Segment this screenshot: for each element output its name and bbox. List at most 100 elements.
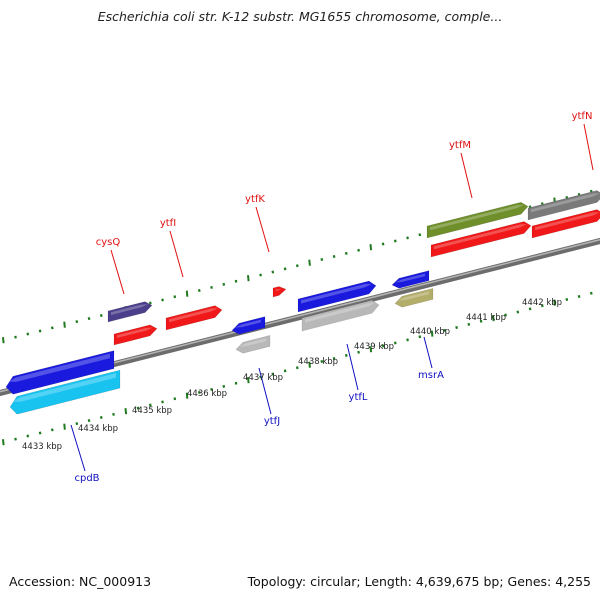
minor-tick: [271, 372, 275, 376]
minor-tick: [14, 335, 17, 339]
gene-feature-cysQ[interactable]: [107, 301, 153, 323]
minor-tick: [418, 233, 422, 237]
gene-feature-msrA[interactable]: [391, 270, 430, 289]
minor-tick: [320, 258, 324, 262]
gene-feature-highlight: [531, 193, 600, 213]
minor-tick: [516, 310, 520, 314]
gene-features[interactable]: [5, 190, 600, 415]
major-tick: [63, 321, 66, 328]
gene-label-ytfI[interactable]: ytfI: [160, 218, 176, 229]
gene-feature-highlight: [169, 308, 218, 323]
label-connector: [70, 424, 86, 472]
gene-label-ytfL[interactable]: ytfL: [349, 392, 368, 403]
minor-tick: [50, 326, 54, 330]
minor-tick: [479, 319, 483, 323]
gene-feature-ytfJ-product[interactable]: [235, 335, 271, 354]
minor-tick: [406, 236, 409, 240]
minor-tick: [295, 264, 299, 268]
minor-tick: [210, 387, 213, 391]
gene-feature-cpdB[interactable]: [5, 350, 115, 395]
major-tick: [430, 330, 434, 337]
minor-tick: [344, 251, 348, 255]
major-tick: [308, 259, 311, 266]
gene-feature-highlight: [239, 338, 266, 347]
gene-feature-ytfJ[interactable]: [231, 316, 266, 335]
minor-tick: [320, 360, 324, 364]
kbp-label: 4438 kbp: [298, 357, 338, 367]
minor-tick: [222, 282, 226, 286]
minor-tick: [87, 317, 91, 321]
gene-feature-cysQ-product[interactable]: [113, 324, 158, 346]
minor-tick: [393, 239, 397, 243]
minor-tick: [393, 341, 397, 345]
gene-feature-ytfK[interactable]: [272, 286, 287, 298]
gene-feature-ytfL[interactable]: [297, 280, 377, 313]
minor-tick: [75, 320, 79, 324]
minor-tick: [197, 391, 201, 395]
gene-label-ytfM[interactable]: ytfM: [449, 140, 471, 151]
gene-feature-highlight: [235, 319, 261, 328]
minor-tick: [283, 267, 287, 271]
minor-tick: [381, 242, 385, 246]
minor-tick: [161, 400, 164, 404]
major-tick: [369, 346, 373, 353]
minor-tick: [442, 329, 446, 333]
minor-tick: [467, 322, 471, 326]
gene-feature-msrA-product[interactable]: [394, 287, 434, 308]
minor-tick: [344, 353, 348, 357]
kbp-scale-labels: 4433 kbp 4434 kbp 4435 kbp 4436 kbp 4437 kbp…: [22, 298, 562, 452]
minor-tick: [577, 294, 581, 298]
gene-feature-ytfM[interactable]: [426, 201, 529, 239]
gene-label-cpdB[interactable]: cpdB: [74, 473, 99, 484]
major-tick: [247, 275, 250, 282]
major-tick: [185, 392, 189, 399]
major-tick: [63, 423, 66, 430]
gene-feature-cpdB-product[interactable]: [9, 369, 121, 415]
major-tick: [124, 408, 128, 415]
gene-label-msrA[interactable]: msrA: [418, 370, 444, 381]
minor-tick: [38, 431, 42, 435]
minor-tick: [136, 406, 140, 410]
gene-label-ytfN[interactable]: ytfN: [572, 111, 593, 122]
gene-feature-ytfM-product[interactable]: [430, 221, 532, 258]
gene-feature-ytfI[interactable]: [165, 305, 223, 331]
label-connector: [583, 123, 594, 171]
minor-tick: [589, 291, 593, 295]
minor-tick: [528, 307, 532, 311]
minor-tick: [210, 285, 213, 289]
minor-tick: [148, 403, 152, 407]
minor-tick: [565, 298, 569, 302]
gene-label-ytfJ[interactable]: ytfJ: [264, 416, 280, 427]
minor-tick: [234, 279, 238, 283]
gene-feature-ytfN-product[interactable]: [531, 209, 600, 239]
gene-feature-ytfL-product[interactable]: [301, 299, 380, 332]
minor-tick: [271, 270, 275, 274]
label-connector: [255, 206, 270, 253]
minor-tick: [197, 289, 201, 293]
minor-tick: [283, 369, 287, 373]
minor-tick: [295, 366, 299, 370]
minor-tick: [26, 434, 30, 438]
gene-feature-highlight: [535, 212, 600, 231]
minor-tick: [381, 344, 385, 348]
minor-tick: [26, 332, 30, 336]
minor-tick: [418, 335, 422, 339]
minor-tick: [75, 422, 79, 426]
minor-tick: [332, 254, 336, 258]
minor-tick: [357, 248, 360, 252]
gene-label-ytfK[interactable]: ytfK: [245, 194, 265, 205]
minor-tick: [14, 437, 17, 441]
major-tick: [308, 361, 311, 368]
label-connector: [460, 152, 473, 199]
minor-tick: [99, 313, 103, 317]
gene-label-cysQ[interactable]: cysQ: [96, 237, 121, 248]
gene-labels[interactable]: cysQ ytfI ytfK ytfM ytfN cpdB ytfJ ytfL msrA: [74, 111, 592, 484]
genome-stats-text: Topology: circular; Length: 4,639,675 bp…: [247, 574, 591, 589]
gene-feature-ytfN[interactable]: [527, 190, 600, 221]
kbp-label: 4435 kbp: [132, 406, 172, 416]
minor-tick: [38, 329, 42, 333]
major-tick: [247, 377, 250, 384]
minor-tick: [50, 428, 54, 432]
